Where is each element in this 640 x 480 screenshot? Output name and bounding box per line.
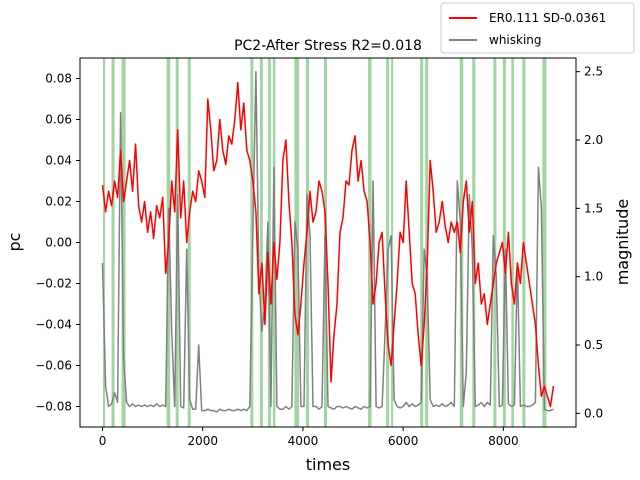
x-tick-label: 4000 [288,434,319,448]
legend: ER0.111 SD-0.0361 whisking [440,2,635,54]
y-tick-label: −0.02 [35,277,72,291]
y-tick-label: 0.06 [45,113,72,127]
y-axis-left-title: pc [5,233,24,252]
y-right-tick-label: 2.0 [584,133,603,147]
y-tick-label: 0.02 [45,195,72,209]
shaded-band-17 [425,58,429,427]
shaded-band-7 [259,58,263,427]
legend-label-er: ER0.111 SD-0.0361 [489,11,606,25]
shaded-band-21 [502,58,506,427]
x-tick-label: 8000 [488,434,519,448]
shaded-band-22 [511,58,514,427]
legend-box [440,2,635,54]
shaded-band-16 [420,58,424,427]
series-line-er [101,81,555,408]
y-tick-label: 0.00 [45,236,72,250]
y-tick-label: −0.04 [35,318,72,332]
y-axis-right-ticks: 0.0 0.5 1.0 1.5 2.0 2.5 [576,65,603,420]
y-tick-label: −0.08 [35,400,72,414]
y-tick-label: 0.08 [45,72,72,86]
shaded-band-24 [542,58,547,427]
shaded-band-8 [267,58,271,427]
shaded-band-14 [386,58,390,427]
y-right-tick-label: 1.0 [584,270,603,284]
x-tick-label: 2000 [187,434,218,448]
legend-label-whisking: whisking [489,33,542,47]
shaded-band-2 [121,58,126,427]
y-right-tick-label: 0.0 [584,406,603,420]
shaded-band-15 [391,58,394,427]
y-right-tick-label: 2.5 [584,65,603,79]
y-right-tick-label: 0.5 [584,338,603,352]
series-layer [101,70,555,413]
y-tick-label: 0.04 [45,154,72,168]
x-tick-label: 6000 [388,434,419,448]
x-axis-ticks: 0 2000 4000 6000 8000 [99,427,519,448]
y-axis-right-title: magnitude [613,199,632,286]
series-line-whisking [101,70,554,413]
y-right-tick-label: 1.5 [584,201,603,215]
shaded-band-6 [250,58,254,427]
shaded-band-5 [187,58,191,427]
y-axis-left-ticks: −0.08 −0.06 −0.04 −0.02 0.00 0.02 0.04 0.06 0.08 [35,72,80,414]
x-tick-label: 0 [99,434,107,448]
y-tick-label: −0.06 [35,359,72,373]
shaded-band-20 [493,58,497,427]
shaded-band-11 [305,58,309,427]
shaded-band-0 [103,58,106,427]
x-axis-title: times [306,455,350,474]
shaded-band-1 [111,58,115,427]
chart-title: PC2-After Stress R2=0.018 [234,38,422,54]
